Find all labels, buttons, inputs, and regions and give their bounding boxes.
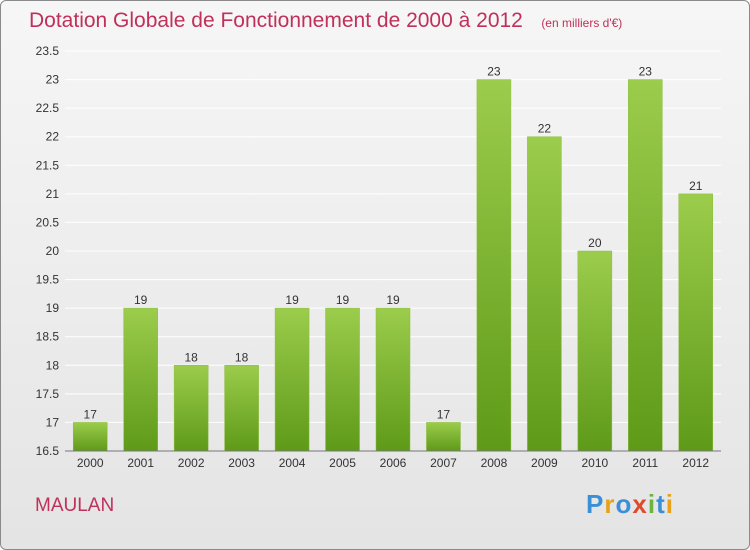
x-tick-label: 2008: [481, 456, 508, 470]
y-tick-label: 18: [46, 358, 60, 372]
data-label-2001: 19: [134, 293, 148, 307]
brand-letter: i: [647, 489, 657, 519]
x-tick-label: 2005: [329, 456, 356, 470]
data-label-2005: 19: [336, 293, 350, 307]
y-tick-label: 22.5: [36, 101, 60, 115]
bar-2008: [476, 79, 512, 452]
data-label-2012: 21: [689, 179, 703, 193]
bar-2001: [123, 307, 158, 452]
y-tick-label: 17.5: [36, 387, 60, 401]
brand-letter: x: [632, 489, 648, 519]
brand-logo: Proxiti: [586, 489, 674, 520]
title-row: Dotation Globale de Fonctionnement de 20…: [29, 9, 622, 33]
y-tick-label: 20.5: [36, 215, 60, 229]
x-tick-label: 2007: [430, 456, 457, 470]
y-tick-label: 19.5: [36, 273, 60, 287]
data-label-2002: 18: [184, 350, 198, 364]
y-tick-label: 17: [46, 415, 60, 429]
bar-2004: [274, 307, 310, 452]
y-tick-label: 16.5: [36, 444, 60, 458]
x-tick-label: 2009: [531, 456, 558, 470]
y-tick-label: 18.5: [36, 330, 60, 344]
y-tick-label: 20: [46, 244, 60, 258]
x-tick-label: 2004: [279, 456, 306, 470]
bar-2007: [426, 422, 461, 452]
x-tick-label: 2001: [127, 456, 154, 470]
y-tick-label: 23: [46, 73, 60, 87]
data-label-2008: 23: [487, 65, 501, 79]
y-tick-label: 23.5: [36, 44, 60, 58]
x-tick-label: 2006: [380, 456, 407, 470]
y-tick-label: 22: [46, 130, 60, 144]
brand-letter: r: [604, 489, 616, 519]
data-label-2009: 22: [538, 122, 552, 136]
x-tick-label: 2003: [228, 456, 255, 470]
brand-letter: i: [665, 489, 674, 519]
y-tick-label: 21: [46, 187, 60, 201]
bar-2005: [325, 307, 360, 452]
brand-letter: o: [615, 489, 633, 519]
bar-2006: [375, 307, 411, 452]
x-tick-label: 2010: [581, 456, 608, 470]
x-tick-label: 2011: [632, 456, 658, 470]
bar-2000: [72, 422, 108, 452]
chart-subtitle: (en milliers d'€): [541, 16, 623, 30]
data-label-2007: 17: [437, 407, 451, 421]
bar-2002: [173, 365, 209, 452]
x-tick-label: 2012: [682, 456, 709, 470]
brand-letter: P: [586, 489, 605, 519]
data-label-2010: 20: [588, 236, 602, 250]
bar-2010: [577, 250, 613, 452]
bar-2011: [628, 79, 663, 452]
data-label-2011: 23: [639, 65, 653, 79]
data-label-2004: 19: [285, 293, 299, 307]
y-tick-label: 21.5: [36, 158, 60, 172]
brand-letter: t: [656, 489, 666, 519]
y-tick-label: 19: [46, 301, 60, 315]
bar-2009: [527, 136, 562, 452]
data-label-2003: 18: [235, 350, 249, 364]
bar-2003: [224, 365, 259, 452]
chart-title: Dotation Globale de Fonctionnement de 20…: [29, 9, 523, 32]
x-tick-label: 2000: [77, 456, 104, 470]
data-label-2006: 19: [386, 293, 400, 307]
data-label-2000: 17: [84, 407, 98, 421]
x-tick-label: 2002: [178, 456, 205, 470]
place-name: MAULAN: [35, 495, 115, 516]
bar-2012: [678, 193, 714, 452]
